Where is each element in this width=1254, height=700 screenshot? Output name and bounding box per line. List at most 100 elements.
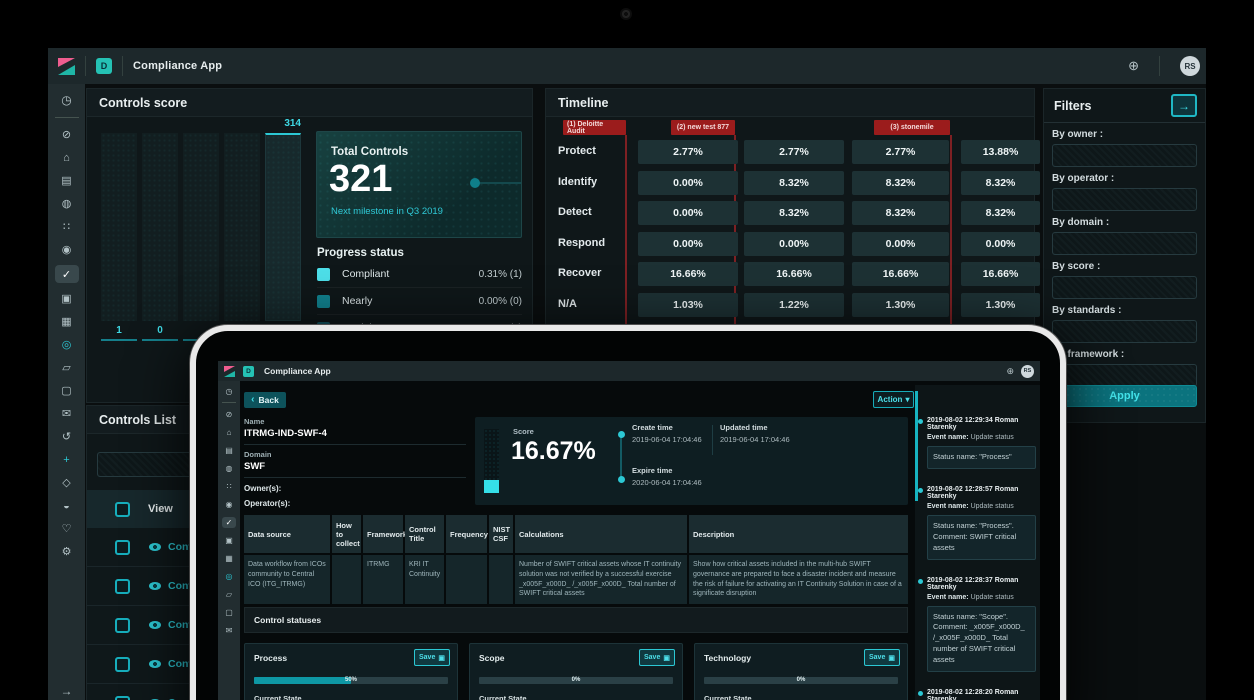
cell: Number of SWIFT critical assets whose IT… [515, 555, 687, 605]
brand-logo-icon[interactable] [58, 57, 75, 75]
col-header: Data source [244, 515, 330, 553]
briefcase-icon[interactable]: ▦ [225, 554, 233, 563]
select-all-checkbox[interactable] [115, 501, 130, 517]
document-icon[interactable]: ▢ [61, 385, 72, 397]
filter-label: By score : [1052, 261, 1101, 272]
action-dropdown-button[interactable]: Action ▾ [873, 391, 914, 408]
milestone-badge[interactable]: (1) Deloitte Audit [563, 120, 626, 135]
id-badge-icon[interactable]: ▣ [61, 293, 72, 305]
back-button[interactable]: ‹ Back [244, 392, 286, 408]
filter-input[interactable] [1052, 232, 1197, 255]
row-checkbox[interactable] [115, 617, 130, 633]
bank-icon[interactable]: ⌂ [226, 428, 232, 437]
row-checkbox[interactable] [115, 656, 130, 672]
app-badge[interactable]: D [96, 58, 112, 74]
milestone-subtitle: Next milestone in Q3 2019 [331, 206, 443, 217]
shield-check-icon[interactable]: ✓ [54, 265, 79, 283]
bullet-icon [918, 578, 923, 584]
bar-track [224, 133, 260, 321]
wallet-icon[interactable]: ▤ [61, 175, 72, 187]
timeline-cell: 2.77% [744, 140, 844, 164]
milestone-line [625, 135, 627, 393]
chart-bar[interactable] [183, 133, 219, 341]
bulb-icon[interactable]: ◒ [63, 499, 70, 512]
row-checkbox[interactable] [115, 695, 130, 700]
globe-icon[interactable]: ⊕ [1128, 58, 1139, 73]
app-badge[interactable]: D [243, 365, 254, 377]
user-avatar[interactable]: RS [1021, 364, 1034, 378]
user-avatar[interactable]: RS [1180, 56, 1200, 76]
milestone-slider[interactable] [470, 178, 521, 188]
status-card: Process Save ▣ 50% Current State [244, 643, 458, 700]
gauge-icon[interactable]: ⊘ [225, 410, 233, 419]
row-checkbox[interactable] [115, 539, 130, 555]
apps-grid-icon[interactable]: ∷ [226, 482, 232, 491]
feed-item[interactable]: 2019-08-02 12:28:57 Roman Starenky Event… [918, 486, 1036, 560]
globe-network-icon[interactable]: ◍ [225, 464, 233, 473]
archive-box-icon[interactable]: ▱ [62, 362, 71, 374]
gear-icon[interactable]: ⚙ [61, 546, 72, 558]
location-pin-icon[interactable]: ◎ [225, 572, 233, 581]
chart-bar[interactable]: 314 [265, 118, 301, 341]
chart-bar[interactable] [224, 133, 260, 341]
undo-hook-icon[interactable]: ↺ [61, 431, 72, 443]
status-progress-bar[interactable]: 0% [704, 677, 898, 684]
filter-input[interactable] [1052, 320, 1197, 343]
document-icon[interactable]: ▢ [225, 608, 233, 617]
eye-icon[interactable] [149, 660, 161, 668]
milestone-badge[interactable]: (2) new test 877 [671, 120, 735, 135]
operators-label: Operator(s): [244, 499, 291, 508]
archive-box-icon[interactable]: ▱ [225, 590, 233, 599]
apps-grid-icon[interactable]: ∷ [63, 221, 70, 233]
progress-status-row[interactable]: Compliant 0.31% (1) [317, 261, 522, 288]
eye-icon[interactable] [149, 543, 161, 551]
mail-icon[interactable]: ✉ [61, 408, 72, 420]
milestone-badge[interactable]: (3) stonemile [874, 120, 950, 135]
bank-icon[interactable]: ⌂ [63, 151, 70, 164]
feed-item[interactable]: 2019-08-02 12:28:20 Roman Starenky Event… [918, 689, 1036, 700]
save-button[interactable]: Save ▣ [414, 649, 450, 666]
globe-network-icon[interactable]: ◍ [61, 198, 72, 210]
briefcase-icon[interactable]: ▦ [61, 316, 72, 328]
shield-check-icon[interactable]: ✓ [222, 517, 236, 528]
clock-icon[interactable]: ◷ [61, 93, 72, 107]
progress-status-row[interactable]: Nearly 0.00% (0) [317, 288, 522, 315]
chart-bar[interactable]: 0 [142, 133, 178, 341]
globe-icon[interactable]: ⊕ [1006, 365, 1014, 376]
eye-icon[interactable] [149, 621, 161, 629]
feed-item[interactable]: 2019-08-02 12:29:34 Roman Starenky Event… [918, 417, 1036, 469]
feed-item[interactable]: 2019-08-02 12:28:37 Roman Starenky Event… [918, 577, 1036, 672]
move-icon[interactable]: + [63, 453, 70, 466]
row-checkbox[interactable] [115, 578, 130, 594]
filter-input[interactable] [1052, 276, 1197, 299]
status-progress-bar[interactable]: 50% [254, 677, 448, 684]
save-button[interactable]: Save ▣ [864, 649, 900, 666]
chart-bar[interactable]: 1 [101, 133, 137, 341]
collapse-arrow-button[interactable]: → [1171, 94, 1197, 117]
filter-input[interactable] [1052, 188, 1197, 211]
brand-logo-icon[interactable] [224, 365, 235, 377]
heart-icon[interactable]: ♡ [61, 523, 72, 535]
scrollbar[interactable] [915, 391, 918, 501]
status-progress-bar[interactable]: 0% [479, 677, 673, 684]
save-button[interactable]: Save ▣ [639, 649, 675, 666]
location-pin-icon[interactable]: ◎ [61, 339, 72, 351]
filter-input[interactable] [1052, 364, 1197, 387]
filter-label: By owner : [1052, 129, 1104, 140]
lock-icon[interactable]: ◇ [62, 477, 71, 489]
filter-field: By operator : [1052, 173, 1197, 211]
apply-button[interactable]: Apply [1052, 385, 1197, 407]
clock-icon[interactable]: ◷ [225, 387, 233, 396]
mail-icon[interactable]: ✉ [225, 626, 233, 635]
wallet-icon[interactable]: ▤ [225, 446, 233, 455]
timeline-row: Recover 16.66% 16.66% 16.66% 16.66% [554, 259, 1040, 290]
control-link[interactable]: Control [168, 697, 205, 700]
filter-input[interactable] [1052, 144, 1197, 167]
slider-handle[interactable] [470, 178, 480, 188]
logout-icon[interactable]: → [60, 684, 73, 698]
id-badge-icon[interactable]: ▣ [225, 536, 233, 545]
user-helmet-icon[interactable]: ◉ [225, 500, 233, 509]
user-helmet-icon[interactable]: ◉ [61, 244, 72, 256]
gauge-icon[interactable]: ⊘ [61, 129, 72, 141]
eye-icon[interactable] [149, 582, 161, 590]
